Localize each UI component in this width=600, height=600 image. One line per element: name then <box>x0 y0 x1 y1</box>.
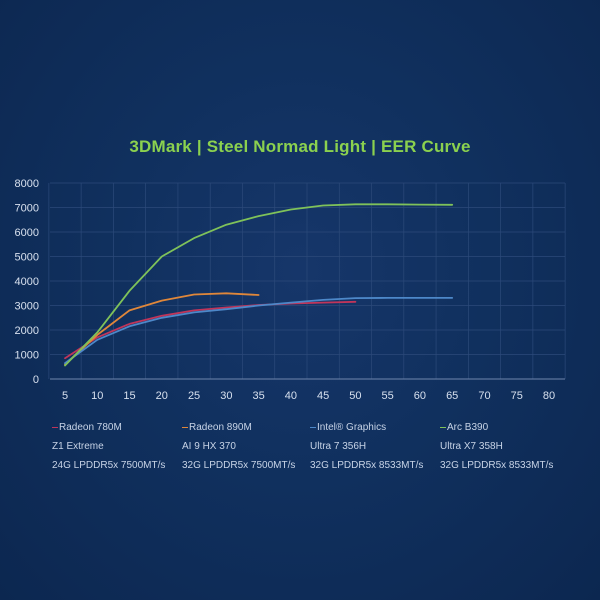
y-tick-label: 4000 <box>15 276 39 288</box>
legend-swatch <box>182 426 188 429</box>
legend-swatch <box>440 426 446 429</box>
series-line-4 <box>64 203 454 367</box>
y-tick-label: 7000 <box>15 203 39 215</box>
series-line-2 <box>64 292 260 366</box>
legend-swatch <box>52 426 58 429</box>
y-tick-label: 3000 <box>15 301 39 313</box>
chart-title: 3DMark | Steel Normad Light | EER Curve <box>129 137 471 156</box>
x-tick-label: 65 <box>446 390 458 402</box>
legend-series-detail: AI 9 HX 370 <box>182 441 236 453</box>
legend-entry: Arc B390 Ultra X7 358H 32G LPDDR5x 8533MT/… <box>440 418 553 475</box>
legend-series-name: Radeon 780M <box>59 422 122 433</box>
x-tick-label: 50 <box>349 390 361 402</box>
y-tick-label: 2000 <box>15 325 39 337</box>
x-tick-label: 40 <box>285 390 297 402</box>
legend-series-detail: 24G LPDDR5x 7500MT/s <box>52 460 166 472</box>
x-tick-label: 25 <box>188 390 200 402</box>
x-tick-label: 20 <box>156 390 168 402</box>
legend-swatch <box>310 426 316 429</box>
x-tick-label: 10 <box>91 390 103 402</box>
legend-series-detail: 32G LPDDR5x 8533MT/s <box>440 460 554 472</box>
x-tick-label: 55 <box>382 390 394 402</box>
legend-series-detail: Ultra 7 356H <box>310 441 367 453</box>
x-tick-label: 45 <box>317 390 329 402</box>
x-tick-label: 60 <box>414 390 426 402</box>
legend-series-detail: Ultra X7 358H <box>440 441 503 453</box>
legend-entry: Intel® Graphics Ultra 7 356H 32G LPDDR5x 8… <box>310 418 423 475</box>
x-tick-label: 5 <box>62 390 68 402</box>
legend-entry: Radeon 780M Z1 Extreme 24G LPDDR5x 7500MT/… <box>52 418 165 475</box>
y-tick-label: 1000 <box>15 350 39 362</box>
x-tick-label: 35 <box>252 390 264 402</box>
legend-series-name: Arc B390 <box>447 422 489 433</box>
legend-series-name: Radeon 890M <box>189 422 252 433</box>
x-tick-label: 30 <box>220 390 232 402</box>
legend-series-detail: 32G LPDDR5x 7500MT/s <box>182 460 296 472</box>
y-tick-label: 0 <box>33 374 39 386</box>
x-tick-label: 70 <box>478 390 490 402</box>
x-tick-label: 15 <box>123 390 135 402</box>
x-tick-label: 75 <box>511 390 523 402</box>
series-line-3 <box>64 296 454 365</box>
x-tick-label: 80 <box>543 390 555 402</box>
legend-series-name: Intel® Graphics <box>317 422 387 433</box>
y-tick-label: 8000 <box>15 178 39 190</box>
y-tick-label: 6000 <box>15 227 39 239</box>
series-line-1 <box>64 300 357 360</box>
legend-series-detail: 32G LPDDR5x 8533MT/s <box>310 460 424 472</box>
y-tick-label: 5000 <box>15 252 39 264</box>
legend-entry: Radeon 890M AI 9 HX 370 32G LPDDR5x 7500MT… <box>182 418 295 475</box>
legend-series-detail: Z1 Extreme <box>52 441 104 453</box>
